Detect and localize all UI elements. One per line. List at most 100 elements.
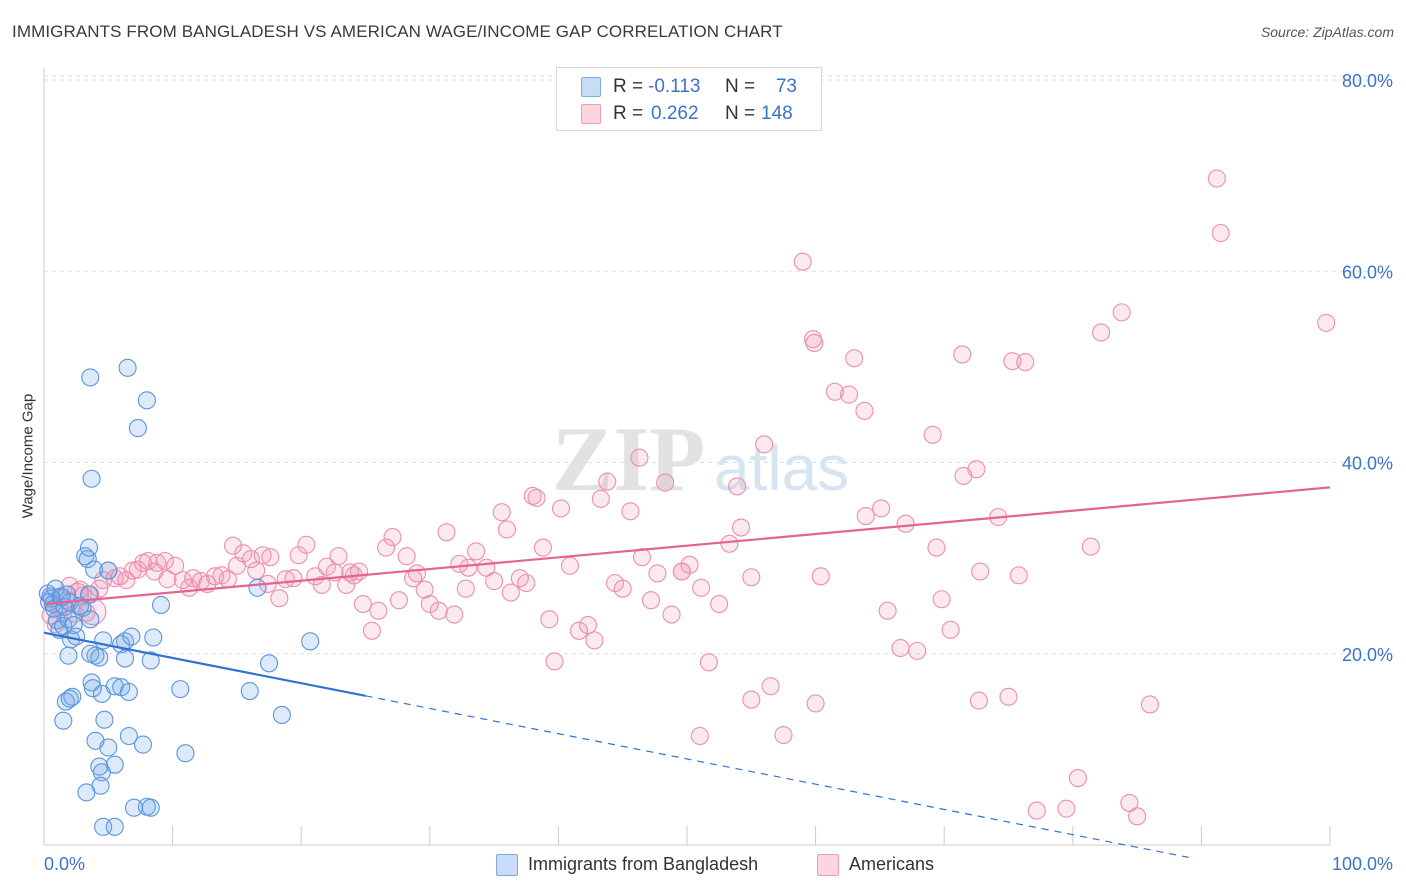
point-bangladesh: [119, 726, 138, 746]
point-bangladesh: [171, 680, 190, 699]
point-bangladesh: [137, 391, 156, 410]
point-americans: [445, 605, 464, 624]
y-tick-label: 60.0%: [1342, 262, 1393, 282]
point-americans: [1211, 223, 1230, 243]
point-americans: [774, 725, 793, 745]
point-americans: [971, 562, 990, 581]
point-americans: [560, 556, 580, 575]
point-bangladesh: [67, 627, 86, 646]
point-americans: [569, 621, 589, 640]
point-bangladesh: [81, 644, 100, 663]
series-immigrants-bangladesh: [38, 358, 320, 836]
point-americans: [1016, 353, 1035, 372]
grid-lines: [44, 75, 1392, 655]
point-bangladesh: [176, 744, 195, 763]
point-bangladesh: [60, 689, 79, 708]
point-bangladesh: [133, 735, 153, 754]
point-americans: [585, 631, 604, 650]
point-americans: [533, 538, 553, 557]
source-credit: Source: ZipAtlas.com: [1260, 24, 1394, 40]
point-americans: [761, 677, 780, 696]
axes: [43, 68, 1331, 846]
r-value-bangladesh: -0.113: [648, 76, 701, 97]
point-americans: [630, 448, 649, 467]
point-bangladesh: [85, 560, 104, 579]
point-bangladesh: [99, 561, 118, 580]
n-label: N =: [725, 103, 756, 124]
point-americans: [621, 502, 640, 521]
point-americans: [1009, 566, 1028, 585]
y-tick-label: 20.0%: [1342, 645, 1393, 665]
point-americans: [825, 382, 844, 401]
point-americans: [450, 554, 469, 573]
point-americans: [284, 569, 303, 588]
point-bangladesh: [141, 651, 160, 670]
point-americans: [856, 506, 875, 526]
point-americans: [123, 561, 142, 580]
point-americans: [94, 571, 113, 590]
point-americans: [742, 690, 761, 709]
point-bangladesh: [144, 628, 163, 647]
point-bangladesh: [118, 358, 137, 377]
point-americans: [872, 499, 891, 518]
point-americans: [420, 594, 439, 614]
point-bangladesh: [105, 817, 124, 836]
point-americans: [793, 252, 812, 271]
point-bangladesh: [86, 731, 105, 750]
point-americans: [731, 518, 751, 537]
point-bangladesh: [122, 627, 141, 646]
point-americans: [407, 564, 426, 583]
trend-lines: [43, 486, 1331, 858]
point-americans: [632, 548, 652, 567]
point-bangladesh: [51, 587, 70, 606]
point-americans: [383, 528, 402, 547]
point-bangladesh: [82, 673, 101, 692]
point-americans: [1140, 695, 1160, 714]
point-bangladesh: [90, 757, 109, 776]
point-bangladesh: [240, 681, 259, 701]
point-bangladesh: [81, 368, 100, 387]
point-americans: [429, 601, 448, 620]
point-americans: [839, 385, 859, 404]
point-americans: [720, 534, 739, 553]
point-bangladesh: [77, 783, 96, 802]
point-americans: [389, 591, 408, 610]
point-bangladesh: [54, 711, 73, 730]
point-americans: [923, 425, 942, 444]
point-americans: [927, 538, 946, 557]
point-americans: [437, 523, 456, 542]
x-tick-label-max: 100.0%: [1332, 854, 1393, 874]
point-americans: [545, 652, 564, 671]
point-americans: [891, 638, 910, 658]
trend-line-bangladesh-projection: [365, 695, 1189, 858]
point-americans: [247, 561, 266, 580]
point-americans: [297, 535, 316, 554]
point-americans: [941, 620, 960, 639]
point-bangladesh: [83, 679, 102, 698]
point-bangladesh: [78, 550, 97, 569]
point-americans: [591, 489, 610, 508]
series-americans: [41, 169, 1336, 826]
point-americans: [1317, 313, 1336, 332]
point-bangladesh: [82, 469, 101, 488]
point-americans: [155, 551, 174, 571]
n-value-americans: 148: [761, 103, 793, 124]
point-americans: [728, 477, 747, 496]
point-americans: [641, 591, 661, 610]
point-americans: [369, 601, 388, 620]
stats-swatch-pink: [581, 104, 601, 124]
point-americans: [270, 589, 289, 608]
trend-line-americans: [43, 486, 1331, 606]
point-americans: [755, 435, 774, 454]
point-americans: [742, 568, 761, 587]
point-bangladesh: [76, 547, 95, 566]
point-americans: [648, 564, 667, 583]
zipatlas-watermark: ZIP atlas: [552, 408, 849, 510]
point-americans: [467, 542, 486, 561]
point-americans: [1207, 169, 1226, 188]
point-americans: [397, 547, 416, 566]
point-bangladesh: [151, 595, 171, 615]
svg-text:atlas: atlas: [714, 432, 849, 504]
n-label: N =: [725, 76, 756, 97]
point-bangladesh: [81, 610, 100, 629]
